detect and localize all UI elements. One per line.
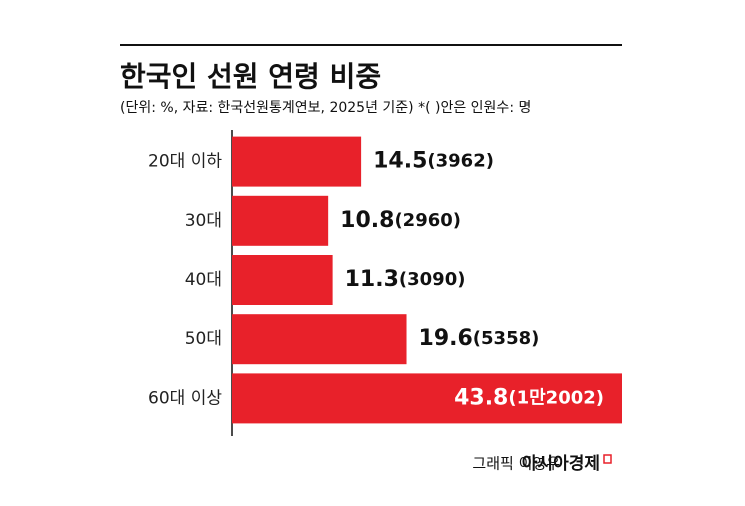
bar — [232, 136, 362, 187]
count-label: (5358) — [473, 328, 540, 349]
data-label: 10.8(2960) — [340, 208, 461, 233]
data-label: 19.6(5358) — [419, 326, 540, 351]
data-label: 43.8(1만2002) — [454, 385, 604, 410]
y-tick-label: 60대 이상 — [148, 388, 222, 408]
value-label: 19.6 — [419, 326, 473, 351]
count-label: (2960) — [394, 210, 461, 231]
bar — [232, 195, 329, 246]
credit: 그래픽 이영우 — [472, 455, 560, 473]
bar — [232, 373, 622, 424]
value-label: 43.8 — [454, 385, 508, 410]
y-tick-label: 20대 이하 — [148, 152, 222, 172]
y-tick-label: 40대 — [185, 270, 222, 290]
logo: 아시아경제 — [522, 454, 600, 474]
chart-subtitle: (단위: %, 자료: 한국선원통계연보, 2025년 기준) *( )안은 인… — [120, 100, 531, 116]
count-label: (3090) — [399, 269, 466, 290]
data-label: 11.3(3090) — [345, 267, 466, 292]
y-tick-label: 50대 — [185, 329, 222, 349]
value-label: 11.3 — [345, 267, 399, 292]
bar — [232, 314, 407, 365]
chart-title: 한국인 선원 연령 비중 — [120, 60, 381, 93]
bar — [232, 255, 333, 305]
count-label: (1만2002) — [508, 387, 604, 408]
data-label: 14.5(3962) — [373, 149, 494, 174]
y-tick-label: 30대 — [185, 211, 222, 231]
logo-icon — [603, 454, 612, 464]
count-label: (3962) — [427, 151, 494, 172]
value-label: 14.5 — [373, 149, 427, 174]
value-label: 10.8 — [340, 208, 394, 233]
